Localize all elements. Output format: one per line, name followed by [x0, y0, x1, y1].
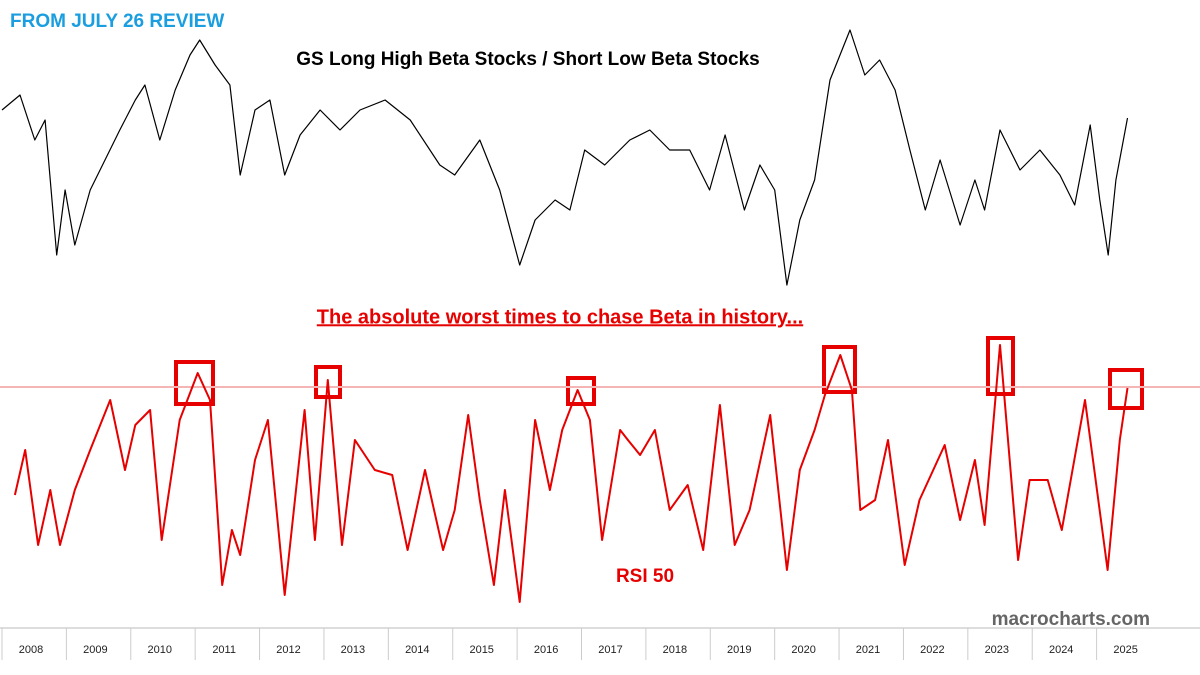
highlight-box — [174, 360, 215, 406]
highlight-box — [314, 365, 342, 399]
data-line — [13, 344, 1129, 603]
chart-title: GS Long High Beta Stocks / Short Low Bet… — [296, 49, 759, 70]
x-tick-label: 2023 — [985, 644, 1009, 656]
annotation: The absolute worst times to chase Beta i… — [317, 306, 803, 328]
x-tick-label: 2018 — [663, 644, 687, 656]
data-line — [1, 29, 1129, 286]
x-tick-label: 2021 — [856, 644, 880, 656]
x-tick-label: 2014 — [405, 644, 429, 656]
x-tick-label: 2019 — [727, 644, 751, 656]
x-tick-label: 2008 — [19, 644, 43, 656]
watermark: macrocharts.com — [992, 609, 1150, 630]
x-tick-label: 2015 — [469, 644, 493, 656]
x-tick-label: 2010 — [148, 644, 172, 656]
x-tick-label: 2013 — [341, 644, 365, 656]
highlight-box — [1108, 368, 1144, 410]
x-tick-label: 2025 — [1113, 644, 1137, 656]
x-tick-label: 2024 — [1049, 644, 1073, 656]
series-label: RSI 50 — [616, 566, 674, 587]
highlight-box — [986, 336, 1015, 396]
x-tick-label: 2022 — [920, 644, 944, 656]
highlight-box — [566, 376, 596, 406]
header: FROM JULY 26 REVIEW — [10, 11, 224, 32]
x-tick-label: 2017 — [598, 644, 622, 656]
x-tick-label: 2020 — [791, 644, 815, 656]
x-tick-label: 2009 — [83, 644, 107, 656]
x-tick-label: 2012 — [276, 644, 300, 656]
highlight-box — [822, 345, 857, 394]
x-tick-label: 2011 — [212, 644, 236, 656]
x-tick-label: 2016 — [534, 644, 558, 656]
